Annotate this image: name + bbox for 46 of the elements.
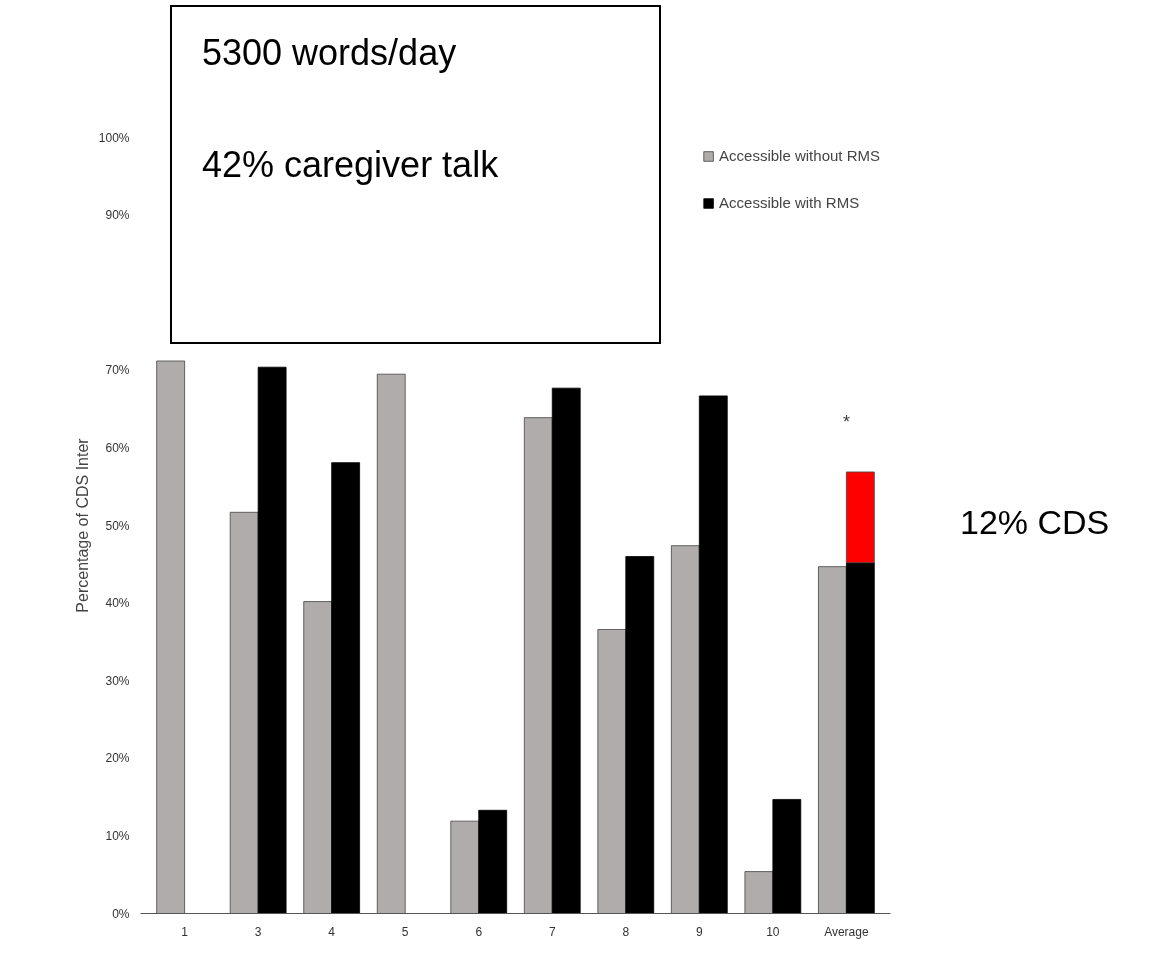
y-tick-label: 70% [105, 363, 130, 378]
bar [303, 601, 333, 914]
text: 12% CDS [960, 502, 1110, 543]
x-tick-label: 9 [695, 924, 703, 939]
bar [772, 799, 802, 914]
x-tick-label: 1 [181, 924, 189, 939]
bar [698, 395, 728, 914]
y-tick-label: 20% [105, 751, 130, 766]
y-axis-title: Percentage of CDS Inter [73, 437, 91, 613]
bar [478, 809, 508, 914]
bar [331, 462, 361, 914]
x-tick-label: 10 [766, 924, 780, 939]
bar [744, 871, 774, 914]
y-tick-label: 40% [105, 596, 130, 611]
bar [523, 417, 553, 914]
legend-label: Accessible with RMS [719, 194, 860, 211]
bar [845, 471, 875, 564]
bar [670, 545, 700, 914]
x-tick-label: 7 [548, 924, 556, 939]
y-tick-label: 30% [105, 673, 130, 688]
bar [551, 387, 581, 914]
bar [597, 629, 627, 914]
legend-label: Accessible without RMS [719, 147, 880, 164]
x-tick-label: 8 [622, 924, 630, 939]
annotation: * [842, 411, 850, 432]
y-tick-label: 50% [105, 518, 130, 533]
bar [818, 566, 847, 914]
y-tick-label: 100% [98, 130, 130, 145]
x-tick-label: 5 [401, 924, 409, 939]
annotation: 42% caregiver talk [202, 143, 500, 185]
text: 5300 words/day [202, 32, 458, 73]
y-tick-label: 0% [112, 906, 130, 921]
bar [845, 562, 875, 914]
x-tick-label: 6 [475, 924, 483, 939]
x-tick-label: 3 [254, 924, 262, 939]
bar [229, 511, 259, 914]
bar [376, 373, 406, 914]
y-tick-label: 10% [105, 828, 130, 843]
x-tick-label: Average [824, 924, 869, 939]
x-tick-label: 4 [328, 924, 336, 939]
bar [156, 360, 186, 914]
y-tick-label: 90% [105, 208, 130, 223]
bar [625, 556, 655, 914]
bar [257, 366, 287, 914]
y-tick-label: 60% [105, 440, 130, 455]
bar [450, 820, 480, 914]
